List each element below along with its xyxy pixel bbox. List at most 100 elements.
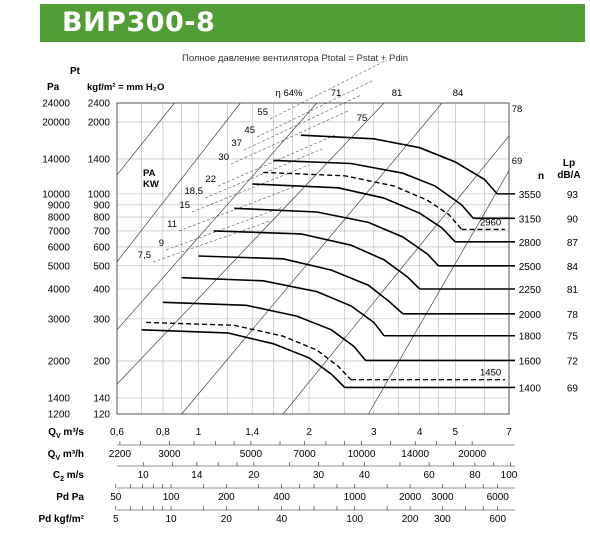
power-label: 37: [231, 138, 242, 149]
efficiency-label: 84: [453, 88, 464, 99]
efficiency-label: 81: [392, 88, 403, 99]
y-pa-tick: 4000: [48, 285, 71, 296]
y-pa-tick: 3000: [48, 314, 71, 325]
speed-curve-1800: [181, 276, 385, 337]
speed-curves: 2960 1450: [141, 134, 515, 389]
speed-rpm-label: 2000: [519, 310, 542, 321]
y-kgf-tick: 140: [93, 393, 110, 404]
kw-label: KW: [143, 179, 159, 190]
x-tick-label: 1,4: [245, 427, 259, 438]
speed-curve-1400: [141, 329, 346, 388]
dashed-curve-label: 2960: [480, 217, 501, 228]
efficiency-line: [116, 102, 175, 176]
speed-rpm-label: 2250: [519, 285, 542, 296]
y-kgf-tick: 700: [93, 226, 110, 237]
x-tick-label: 50: [110, 492, 122, 503]
y-pa-tick: 1200: [48, 410, 71, 421]
x-tick-label: 100: [163, 492, 180, 503]
power-label: 18,5: [185, 186, 204, 197]
y-pa-tick: 10000: [42, 189, 70, 200]
y-pa-tick: 7000: [48, 226, 71, 237]
power-label: 9: [159, 238, 164, 249]
x-tick-label: 5: [453, 427, 459, 438]
x-tick-label: 60: [424, 470, 436, 481]
speed-rpm-label: 2800: [519, 238, 542, 249]
x-tick-label: 10000: [348, 449, 376, 460]
speed-curve-2500: [234, 207, 440, 267]
n-label: n: [538, 171, 544, 182]
efficiency-line: [116, 102, 241, 262]
x-axis-label: QV m³/h: [48, 449, 84, 462]
efficiency-line: [282, 135, 510, 415]
x-tick-label: 3: [371, 427, 377, 438]
pa-label: PA: [143, 168, 156, 179]
y-kgf-tick: 800: [93, 213, 110, 224]
x-tick-label: 2000: [399, 492, 422, 503]
speed-rpm-label: 1600: [519, 356, 542, 367]
efficiency-label: 69: [512, 156, 523, 167]
y-kgf-tick: 2400: [88, 99, 111, 110]
y-kgf-tick: 2000: [88, 117, 111, 128]
x-tick-label: 7000: [293, 449, 316, 460]
x-tick-label: 2200: [109, 449, 132, 460]
dashed-curve: [263, 171, 463, 230]
speed-lp-label: 69: [567, 383, 579, 394]
x-tick-label: 20: [221, 514, 233, 525]
lp-label: Lp: [563, 158, 575, 169]
y-pa-tick: 24000: [42, 99, 70, 110]
speed-lp-label: 90: [567, 214, 579, 225]
power-label: 45: [244, 125, 255, 136]
y-kgf-tick: 400: [93, 285, 110, 296]
y-pa-tick: 8000: [48, 213, 71, 224]
x-tick-label: 1000: [344, 492, 367, 503]
x-tick-label: 3000: [158, 449, 181, 460]
y-pa-label: Pa: [47, 82, 60, 93]
speed-curve-2000: [198, 255, 404, 315]
power-line: [152, 220, 271, 263]
y-kgf-tick: 500: [93, 261, 110, 272]
power-label: 55: [257, 107, 268, 118]
speed-rpm-label: 2500: [519, 262, 542, 273]
x-tick-label: 600: [489, 514, 506, 525]
power-line: [217, 134, 336, 187]
x-tick-label: 100: [501, 470, 518, 481]
speed-rpm-label: 3150: [519, 214, 542, 225]
x-axis-label: C2 m/s: [53, 470, 85, 483]
grid: [116, 102, 510, 415]
speed-rpm-label: 3550: [519, 190, 542, 201]
power-line: [243, 94, 362, 151]
y-kgf-tick: 1400: [88, 154, 111, 165]
x-axis-label: Pd kgf/m²: [38, 514, 84, 525]
y-kgf-tick: 120: [93, 410, 110, 421]
efficiency-label: 71: [331, 88, 342, 99]
x-tick-label: 20: [248, 470, 260, 481]
x-tick-label: 200: [218, 492, 235, 503]
x-tick-label: 14000: [401, 449, 429, 460]
y-pa-tick: 20000: [42, 117, 70, 128]
efficiency-label: 75: [357, 113, 368, 124]
efficiency-label: 78: [512, 104, 523, 115]
x-tick-label: 0,8: [156, 427, 170, 438]
x-tick-label: 40: [359, 470, 371, 481]
efficiency-label: η 64%: [276, 88, 303, 99]
x-tick-label: 20000: [458, 449, 486, 460]
plot-frame: [116, 102, 510, 415]
power-line: [204, 148, 323, 199]
x-axis-label: Pd Pa: [56, 492, 84, 503]
x-tick-label: 6000: [487, 492, 510, 503]
speed-lp-label: 84: [567, 262, 579, 273]
x-tick-label: 200: [402, 514, 419, 525]
speed-rpm-label: 1400: [519, 383, 542, 394]
speed-curve-1600: [162, 301, 367, 362]
y-kgf-tick: 300: [93, 314, 110, 325]
x-tick-label: 30: [313, 470, 325, 481]
y-kgf-tick: 600: [93, 242, 110, 253]
x-tick-label: 5: [113, 514, 119, 525]
dashed-curve: [146, 321, 352, 381]
chart-subtitle: Полное давление вентилятора Ptotal = Pst…: [181, 53, 408, 64]
x-tick-label: 14: [191, 470, 203, 481]
pt-label: Pt: [70, 66, 81, 77]
